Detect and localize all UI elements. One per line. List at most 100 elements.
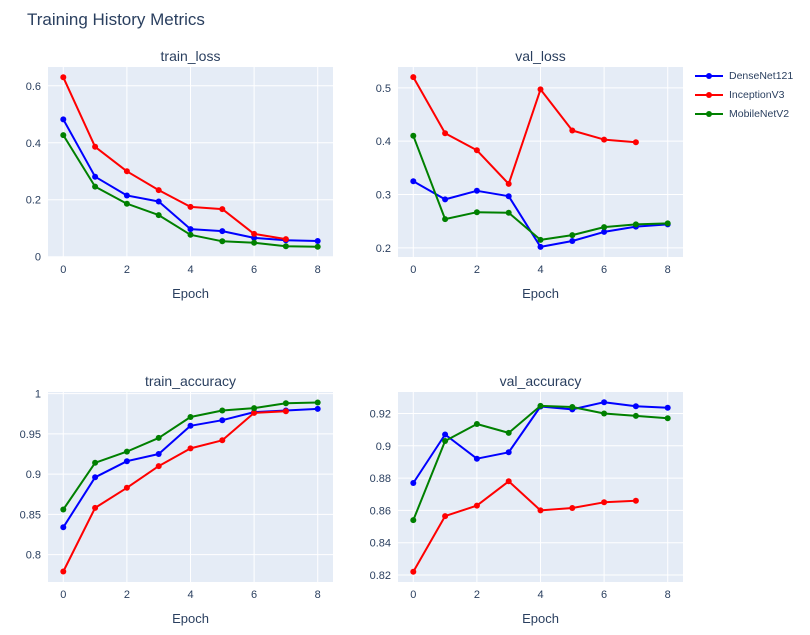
data-point-marker-InceptionV3	[601, 499, 608, 506]
data-point-marker-DenseNet121	[187, 422, 194, 429]
data-point-marker-DenseNet121	[537, 243, 544, 250]
data-point-marker-MobileNetV2	[314, 243, 321, 250]
data-point-marker-InceptionV3	[569, 505, 576, 511]
data-point-marker-DenseNet121	[505, 193, 512, 200]
series-line-InceptionV3	[412, 480, 636, 573]
y-axis-tick-label: 1	[35, 389, 41, 401]
data-point-marker-MobileNetV2	[632, 221, 639, 228]
subplot-train-loss[interactable]: 0 0.2 0.4 0.6 0 2 4 6 8 train_loss Epoch	[0, 40, 363, 310]
data-point-marker-MobileNetV2	[473, 421, 480, 427]
legend-marker	[706, 91, 712, 98]
data-point-marker-InceptionV3	[92, 143, 99, 150]
data-point-marker-InceptionV3	[569, 127, 576, 134]
legend-item-label: MobileNetV2	[729, 107, 790, 120]
data-point-marker-DenseNet121	[60, 524, 67, 531]
x-axis-tick-label: 2	[474, 264, 480, 276]
data-point-marker-DenseNet121	[60, 116, 67, 123]
subplot-val-loss[interactable]: 0.2 0.3 0.4 0.5 0 2 4 6 8 val_loss Epoch	[350, 40, 713, 310]
data-point-marker-DenseNet121	[410, 480, 417, 486]
data-point-marker-InceptionV3	[282, 236, 289, 243]
data-point-marker-DenseNet121	[410, 178, 417, 185]
legend: DenseNet121 InceptionV3 MobileNetV2	[694, 66, 793, 123]
page-title: Training History Metrics	[27, 10, 205, 29]
data-point-marker-DenseNet121	[569, 238, 576, 244]
x-axis-tick-label: 6	[251, 589, 257, 601]
data-point-marker-DenseNet121	[601, 399, 608, 406]
data-point-marker-MobileNetV2	[664, 220, 671, 227]
data-point-marker-InceptionV3	[60, 568, 67, 575]
y-axis-tick-label: 0.3	[376, 190, 391, 202]
x-axis-tick-label: 0	[60, 589, 66, 601]
x-axis-label: Epoch	[522, 611, 559, 626]
data-point-marker-DenseNet121	[442, 196, 449, 203]
data-point-marker-MobileNetV2	[219, 407, 226, 414]
y-axis-tick-label: 0.86	[370, 505, 391, 517]
x-axis-tick-label: 8	[315, 264, 321, 276]
data-point-marker-InceptionV3	[410, 74, 417, 81]
data-point-marker-MobileNetV2	[155, 434, 162, 441]
subplot-title: val_loss	[515, 48, 566, 64]
data-point-marker-InceptionV3	[219, 437, 226, 444]
y-axis-tick-label: 0.2	[26, 195, 41, 207]
legend-item-mobilenetv2[interactable]: MobileNetV2	[694, 104, 793, 123]
x-axis-tick-label: 4	[537, 264, 543, 276]
y-axis-tick-label: 0.9	[26, 469, 41, 481]
y-axis-tick-label: 0.82	[370, 570, 391, 582]
subplot-title: train_accuracy	[145, 373, 236, 389]
subplot-val-accuracy[interactable]: 0.82 0.84 0.86 0.88 0.9 0.92 0 2 4 6 8 val_accuracy…	[350, 365, 713, 635]
data-point-marker-InceptionV3	[282, 408, 289, 415]
data-point-marker-InceptionV3	[219, 206, 226, 213]
y-axis-tick-label: 0.4	[376, 136, 391, 148]
data-point-marker-InceptionV3	[410, 568, 417, 575]
data-point-marker-MobileNetV2	[60, 506, 67, 513]
y-axis-tick-label: 0.84	[370, 538, 391, 550]
data-point-marker-MobileNetV2	[282, 243, 289, 250]
data-point-marker-InceptionV3	[92, 504, 99, 511]
data-point-marker-MobileNetV2	[187, 414, 194, 420]
x-axis-label: Epoch	[172, 286, 209, 301]
data-point-marker-InceptionV3	[505, 478, 512, 485]
data-point-marker-DenseNet121	[92, 173, 99, 180]
data-point-marker-InceptionV3	[632, 497, 639, 504]
y-axis-tick-label: 0.9	[376, 441, 391, 453]
data-point-marker-DenseNet121	[473, 187, 480, 194]
x-axis-tick-label: 6	[601, 589, 607, 601]
data-point-marker-InceptionV3	[505, 180, 512, 187]
data-point-marker-MobileNetV2	[282, 400, 289, 407]
data-point-marker-DenseNet121	[664, 404, 671, 411]
data-point-marker-MobileNetV2	[442, 216, 449, 223]
data-point-marker-InceptionV3	[155, 463, 162, 470]
data-point-marker-DenseNet121	[314, 238, 321, 244]
subplot-title: train_loss	[161, 48, 221, 64]
data-point-marker-MobileNetV2	[314, 399, 321, 406]
data-point-marker-InceptionV3	[442, 513, 449, 520]
x-axis-tick-label: 0	[410, 589, 416, 601]
y-axis-tick-label: 0.88	[370, 473, 391, 485]
legend-item-densenet121[interactable]: DenseNet121	[694, 66, 793, 85]
data-point-marker-MobileNetV2	[505, 429, 512, 436]
x-axis-tick-label: 4	[187, 589, 193, 601]
data-point-marker-InceptionV3	[187, 445, 194, 452]
data-point-marker-MobileNetV2	[537, 236, 544, 243]
data-point-marker-MobileNetV2	[60, 132, 67, 139]
data-point-marker-DenseNet121	[219, 417, 226, 424]
legend-marker	[706, 72, 712, 79]
legend-item-inceptionv3[interactable]: InceptionV3	[694, 85, 793, 104]
y-axis-tick-label: 0.4	[26, 138, 41, 150]
subplot-train-accuracy[interactable]: 0.8 0.85 0.9 0.95 1 0 2 4 6 8 train_accuracy Epoch	[0, 365, 363, 635]
data-point-marker-DenseNet121	[123, 192, 130, 199]
data-point-marker-MobileNetV2	[219, 238, 226, 245]
y-axis-tick-label: 0.95	[20, 429, 41, 441]
data-point-marker-MobileNetV2	[92, 183, 99, 190]
data-point-marker-MobileNetV2	[537, 402, 544, 409]
x-axis-tick-label: 0	[410, 264, 416, 276]
y-axis-tick-label: 0.92	[370, 408, 391, 420]
data-point-marker-InceptionV3	[60, 74, 67, 81]
data-point-marker-MobileNetV2	[505, 209, 512, 216]
data-point-marker-InceptionV3	[442, 130, 449, 137]
y-axis-tick-label: 0.8	[26, 550, 41, 562]
data-point-marker-DenseNet121	[505, 449, 512, 456]
x-axis-tick-label: 4	[537, 589, 543, 601]
line-marker-icon	[695, 72, 723, 79]
data-point-marker-DenseNet121	[187, 226, 194, 233]
